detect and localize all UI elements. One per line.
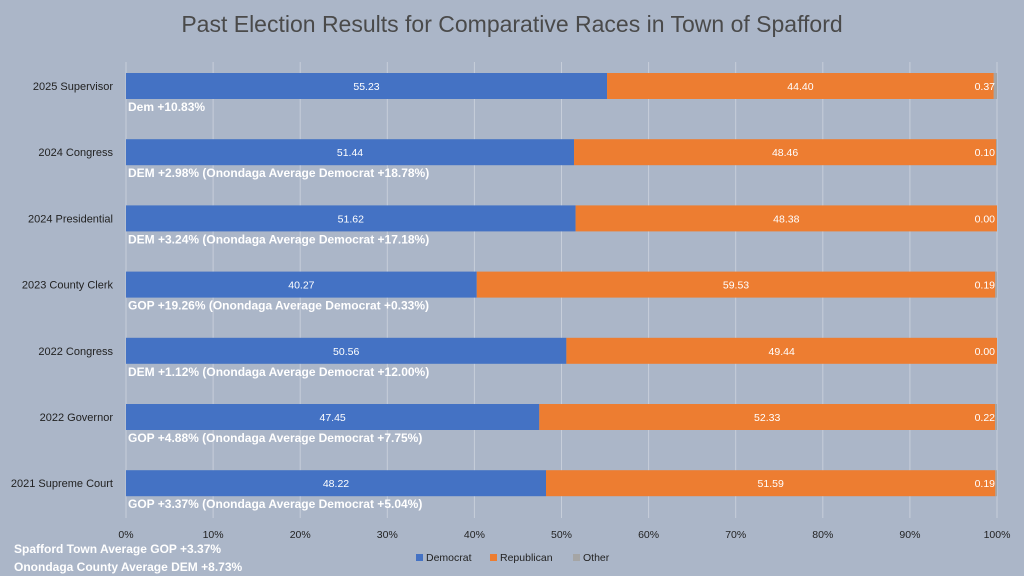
bar-democrat — [126, 73, 608, 99]
legend-label: Republican — [500, 552, 553, 564]
data-label: 0.22 — [975, 412, 996, 424]
data-label: 0.10 — [975, 147, 996, 159]
category-label: 2024 Presidential — [28, 213, 113, 225]
bar-democrat — [126, 205, 576, 232]
category-label: 2025 Supervisor — [33, 81, 113, 93]
bar-democrat — [126, 337, 567, 364]
margin-annotation: GOP +4.88% (Onondaga Average Democrat +7… — [128, 431, 422, 445]
x-tick-label: 20% — [290, 529, 311, 541]
data-label: 48.22 — [323, 478, 349, 490]
data-label: 55.23 — [353, 81, 379, 93]
data-label: 0.00 — [975, 346, 996, 358]
legend-label: Other — [583, 552, 610, 564]
x-tick-label: 100% — [984, 529, 1011, 541]
bar-republican — [545, 470, 996, 497]
x-tick-label: 40% — [464, 529, 485, 541]
margin-annotation: DEM +3.24% (Onondaga Average Democrat +1… — [128, 232, 429, 246]
bar-other — [993, 73, 997, 99]
margin-annotation: GOP +19.26% (Onondaga Average Democrat +… — [128, 299, 429, 313]
data-label: 52.33 — [754, 412, 780, 424]
data-label: 49.44 — [769, 346, 795, 358]
data-label: 0.00 — [975, 213, 996, 225]
footnote: Onondaga County Average DEM +8.73% — [14, 560, 242, 574]
margin-annotation: Dem +10.83% — [128, 100, 205, 114]
bar-other — [995, 470, 997, 497]
bar-democrat — [126, 470, 546, 497]
category-label: 2023 County Clerk — [22, 280, 114, 292]
x-tick-label: 80% — [812, 529, 833, 541]
data-label: 0.37 — [975, 81, 996, 93]
data-label: 50.56 — [333, 346, 359, 358]
bar-democrat — [126, 139, 575, 166]
data-label: 47.45 — [320, 412, 346, 424]
bar-republican — [574, 139, 997, 166]
bar-republican — [607, 73, 994, 99]
x-tick-label: 60% — [638, 529, 659, 541]
bar-other — [996, 139, 997, 166]
x-tick-label: 70% — [725, 529, 746, 541]
category-label: 2024 Congress — [38, 147, 113, 159]
data-label: 48.46 — [772, 147, 798, 159]
data-label: 51.62 — [338, 213, 364, 225]
category-label: 2022 Governor — [40, 412, 114, 424]
data-label: 59.53 — [723, 280, 749, 292]
margin-annotation: DEM +2.98% (Onondaga Average Democrat +1… — [128, 166, 429, 180]
bar-democrat — [126, 271, 477, 298]
x-tick-label: 30% — [377, 529, 398, 541]
category-label: 2021 Supreme Court — [11, 478, 113, 490]
data-label: 44.40 — [787, 81, 813, 93]
category-label: 2022 Congress — [38, 346, 113, 358]
data-label: 0.19 — [975, 280, 996, 292]
data-label: 51.44 — [337, 147, 363, 159]
legend-swatch — [490, 554, 497, 561]
legend-swatch — [573, 554, 580, 561]
x-tick-label: 10% — [203, 529, 224, 541]
bar-republican — [476, 271, 996, 298]
bar-republican — [566, 337, 997, 364]
bar-other — [995, 271, 997, 298]
data-label: 48.38 — [773, 213, 799, 225]
legend-swatch — [416, 554, 423, 561]
bar-republican — [539, 404, 996, 430]
labels: 0% 10% 20% 30% 40% 50% 60% 70% 80% 90% 100% 2025 Su… — [11, 81, 1011, 541]
chart-title: Past Election Results for Comparative Ra… — [181, 11, 842, 37]
bar-democrat — [126, 404, 540, 430]
bar-republican — [575, 205, 997, 232]
footnotes: Spafford Town Average GOP +3.37% Onondaga… — [14, 542, 242, 574]
x-tick-label: 90% — [899, 529, 920, 541]
x-tick-label: 0% — [118, 529, 133, 541]
margin-annotation: DEM +1.12% (Onondaga Average Democrat +1… — [128, 365, 429, 379]
bar-other — [995, 404, 997, 430]
legend-label: Democrat — [426, 552, 472, 564]
footnote: Spafford Town Average GOP +3.37% — [14, 542, 221, 556]
margin-annotation: GOP +3.37% (Onondaga Average Democrat +5… — [128, 497, 422, 511]
data-label: 40.27 — [288, 280, 314, 292]
data-label: 0.19 — [975, 478, 996, 490]
x-tick-label: 50% — [551, 529, 572, 541]
data-label: 51.59 — [758, 478, 784, 490]
bars — [126, 73, 997, 497]
legend: Democrat Republican Other — [416, 552, 610, 564]
